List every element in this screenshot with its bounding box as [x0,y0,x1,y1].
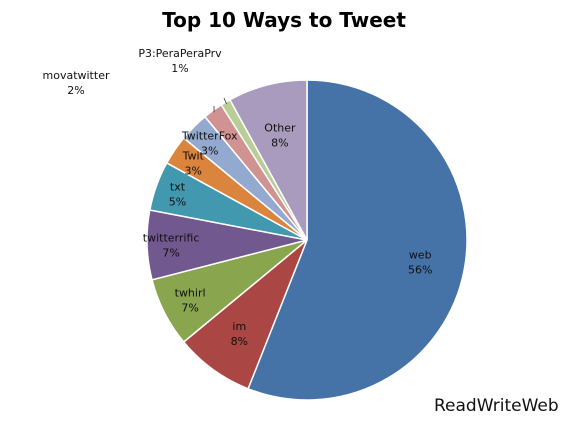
watermark-text: ReadWriteWeb [434,396,559,416]
leader-lines [213,97,227,113]
slice-label-twhirl: twhirl 7% [175,287,206,315]
slice-label-other: Other 8% [264,122,296,150]
slice-label-im: im 8% [231,320,248,348]
slice-label-web: web 56% [408,249,432,277]
slice-label-twitterfox: TwitterFox 3% [181,130,238,158]
slice-label-txt: txt 5% [169,180,186,208]
slice-label-p3-peraperaprv: P3:PeraPeraPrv 1% [138,47,222,75]
chart-title: Top 10 Ways to Tweet [162,8,406,32]
leader-line-p3-peraperaprv [223,97,227,105]
pie-slice-other [228,79,308,241]
slice-labels: web 56% im 8% twhirl 7% twitterrific 7% txt 5% Twi… [43,47,433,348]
slice-label-twitterrific: twitterrific 7% [143,231,200,259]
slice-label-movatwitter: movatwitter 2% [43,69,110,97]
slice-label-twit: Twit 3% [182,150,205,178]
pie-slice-web [247,79,468,401]
pie-slices [146,79,468,401]
